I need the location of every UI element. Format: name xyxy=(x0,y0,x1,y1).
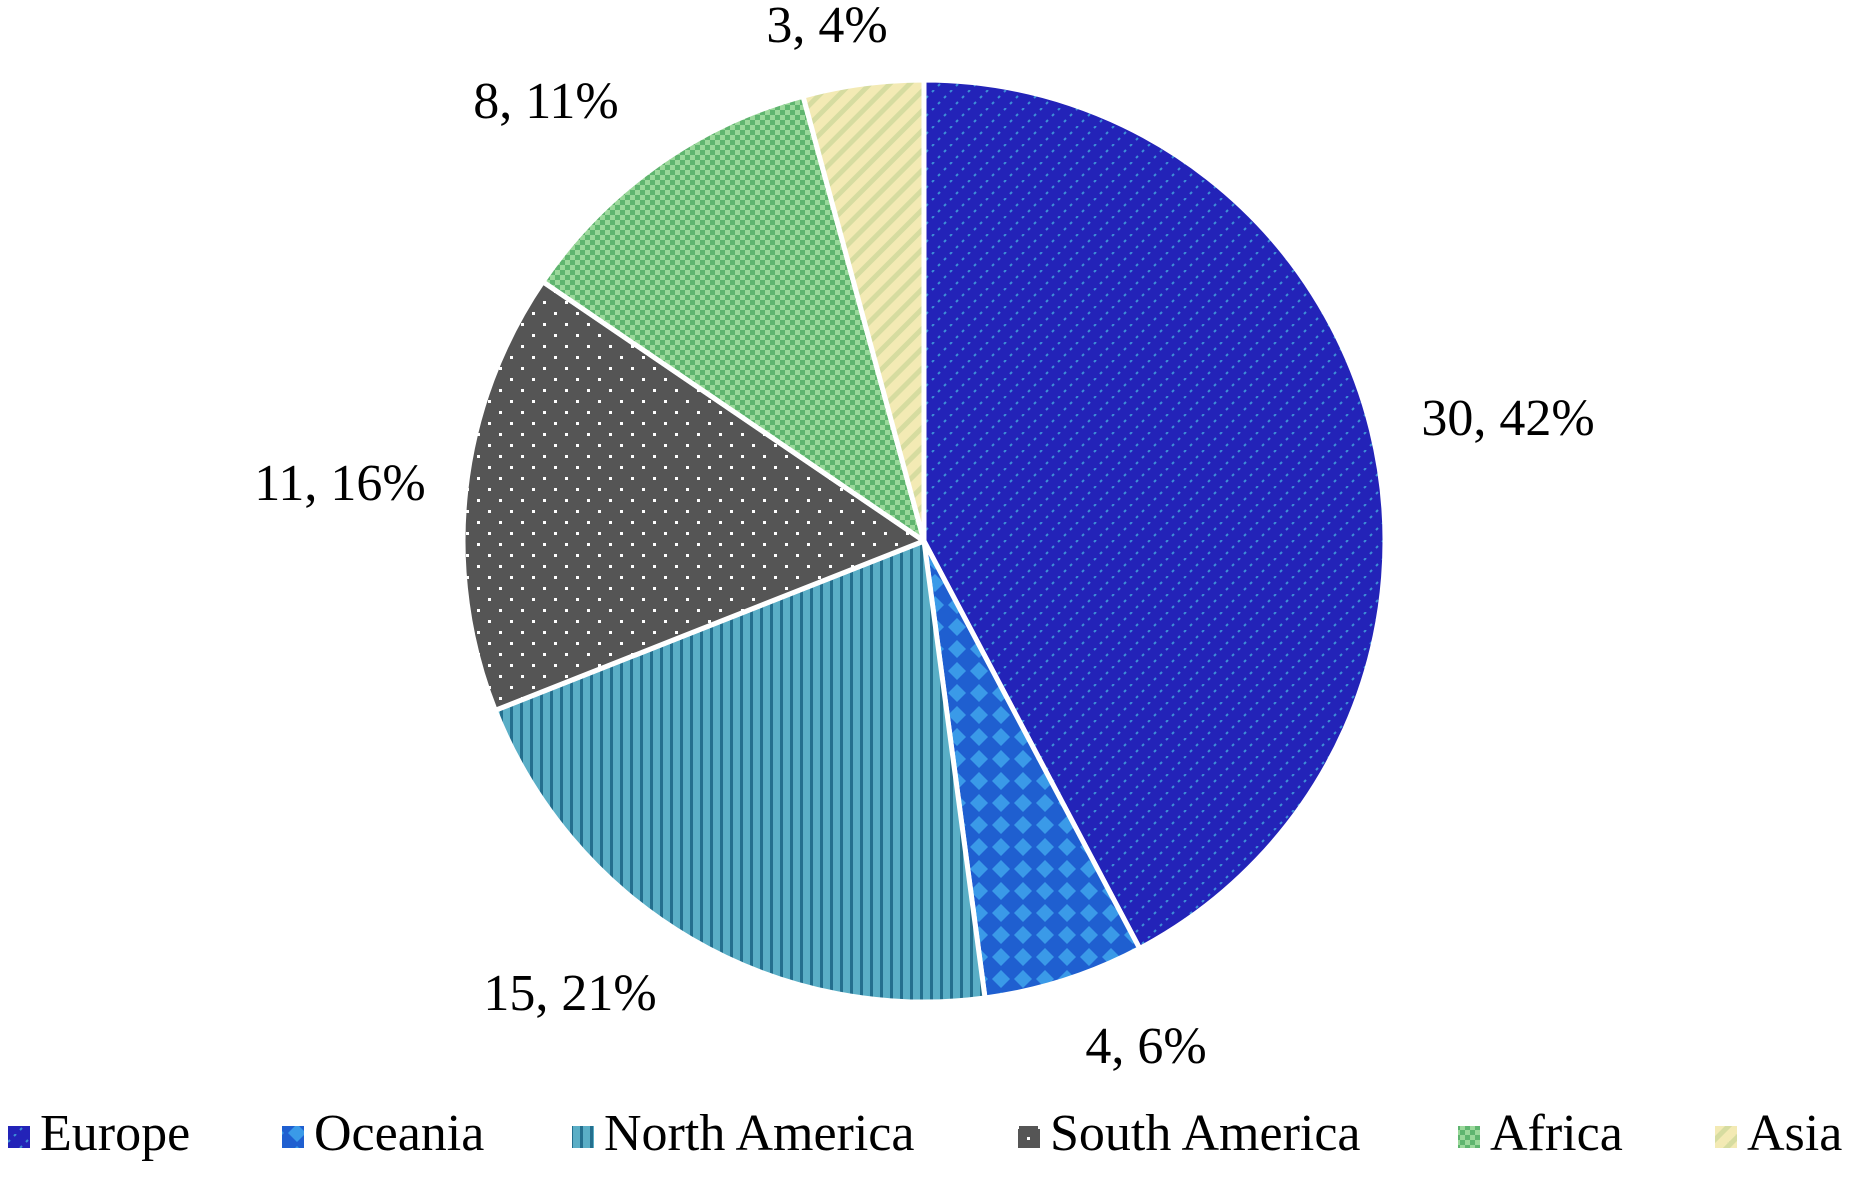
legend-label-oceania: Oceania xyxy=(314,1105,484,1162)
legend-label-europe: Europe xyxy=(40,1105,190,1162)
legend-label-africa: Africa xyxy=(1490,1105,1623,1162)
data-label-europe: 30, 42% xyxy=(1421,390,1594,447)
pie-slice-africa xyxy=(540,93,927,544)
data-label-asia: 3, 4% xyxy=(766,0,887,54)
legend-swatch-oceania xyxy=(282,1126,304,1148)
data-label-africa: 8, 11% xyxy=(473,73,618,130)
legend-label-north-america: North America xyxy=(604,1105,914,1162)
pie-slice-europe xyxy=(921,77,1388,951)
pie-slice-south-america xyxy=(460,279,927,713)
data-label-north-america: 15, 21% xyxy=(483,965,656,1022)
legend-swatch-south-america xyxy=(1018,1126,1040,1148)
legend-item-oceania: Oceania xyxy=(282,1105,484,1162)
legend-item-south-america: South America xyxy=(1018,1105,1361,1162)
data-label-oceania: 4, 6% xyxy=(1085,1018,1206,1075)
legend-item-europe: Europe xyxy=(8,1105,190,1162)
legend-item-asia: Asia xyxy=(1715,1105,1842,1162)
slices-layer xyxy=(460,77,1388,1005)
legend-item-north-america: North America xyxy=(572,1105,914,1162)
legend-item-africa: Africa xyxy=(1458,1105,1623,1162)
legend-label-asia: Asia xyxy=(1747,1105,1842,1162)
legend-swatch-europe xyxy=(8,1126,30,1148)
legend-swatch-north-america xyxy=(572,1126,594,1148)
pie-slice-north-america xyxy=(492,538,988,1005)
legend-label-south-america: South America xyxy=(1050,1105,1361,1162)
legend-swatch-africa xyxy=(1458,1126,1480,1148)
pie-slice-asia xyxy=(800,77,927,544)
data-label-south-america: 11, 16% xyxy=(254,455,425,512)
data-labels-layer: 30, 42% 4, 6% 15, 21% 11, 16% 8, 11% 3, 4% xyxy=(254,0,1594,1075)
legend-swatch-asia xyxy=(1715,1126,1737,1148)
legend: Europe Oceania North America South America A… xyxy=(8,1105,1842,1162)
pie-slice-oceania xyxy=(921,538,1143,1001)
